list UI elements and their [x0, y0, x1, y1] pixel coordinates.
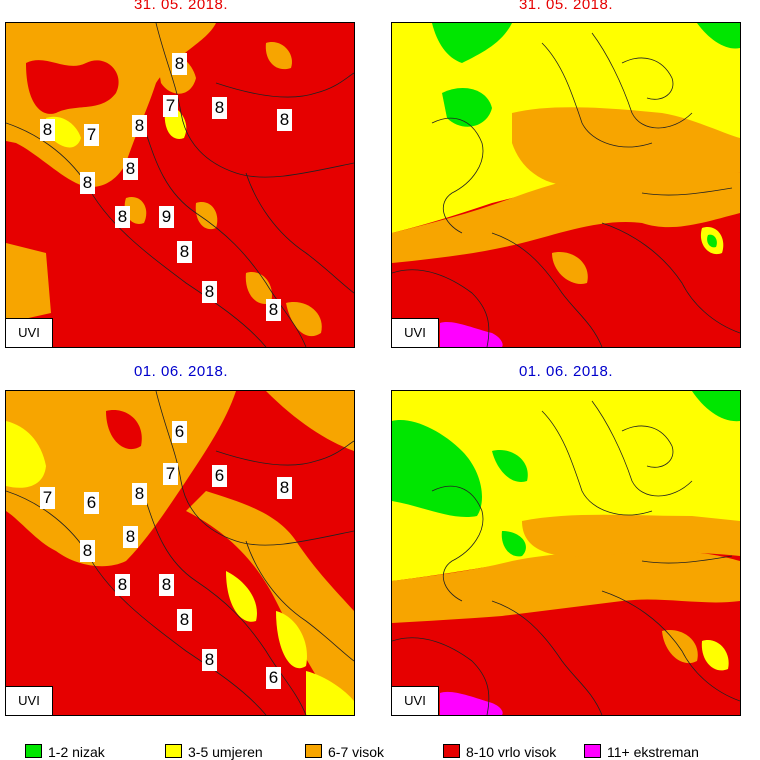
city-uv-value: 8 — [80, 540, 95, 562]
legend-label: 8-10 vrlo visok — [466, 744, 557, 760]
uv-map-europe-day2: UVI — [391, 390, 741, 716]
uvi-label: UVI — [392, 318, 439, 347]
legend-swatch — [165, 744, 182, 758]
city-uv-value: 8 — [159, 574, 174, 596]
city-uv-value: 8 — [177, 609, 192, 631]
city-uv-value: 8 — [277, 109, 292, 131]
city-uv-value: 8 — [212, 97, 227, 119]
city-uv-value: 8 — [277, 477, 292, 499]
legend-swatch — [25, 744, 42, 758]
city-uv-value: 8 — [202, 281, 217, 303]
city-uv-value: 8 — [40, 119, 55, 141]
legend-label: 3-5 umjeren — [188, 744, 263, 760]
legend-swatch — [443, 744, 460, 758]
city-uv-value: 7 — [163, 463, 178, 485]
city-uv-value: 9 — [159, 206, 174, 228]
city-uv-value: 8 — [132, 115, 147, 137]
uv-map-europe-day1: UVI — [391, 22, 741, 348]
legend-swatch — [584, 744, 601, 758]
legend-item-very-high: 8-10 vrlo visok — [443, 744, 556, 760]
legend-label: 6-7 visok — [328, 744, 385, 760]
city-uv-value: 6 — [266, 667, 281, 689]
map-shading — [392, 391, 740, 715]
city-uv-value: 7 — [40, 487, 55, 509]
uv-map-regional-day2: 6 7 6 8 7 6 8 8 8 8 8 8 8 6 UVI — [5, 390, 355, 716]
city-uv-value: 8 — [115, 574, 130, 596]
uvi-label: UVI — [6, 318, 53, 347]
map-shading — [392, 23, 740, 347]
city-uv-value: 8 — [115, 206, 130, 228]
city-uv-value: 6 — [172, 421, 187, 443]
city-uv-value: 8 — [177, 241, 192, 263]
city-uv-value: 8 — [266, 299, 281, 321]
city-uv-value: 6 — [212, 465, 227, 487]
city-uv-value: 7 — [163, 95, 178, 117]
legend-label: 11+ ekstreman — [607, 744, 699, 760]
city-uv-value: 8 — [123, 526, 138, 548]
city-uv-value: 6 — [84, 492, 99, 514]
city-uv-value: 8 — [132, 483, 147, 505]
city-uv-value: 7 — [84, 124, 99, 146]
legend-item-extreme: 11+ ekstreman — [584, 744, 699, 760]
city-uv-value: 8 — [172, 53, 187, 75]
map-shading — [6, 23, 354, 347]
panel-date: 01. 06. 2018. — [518, 363, 614, 380]
uvi-label: UVI — [392, 686, 439, 715]
legend-item-moderate: 3-5 umjeren — [165, 744, 263, 760]
city-uv-value: 8 — [80, 172, 95, 194]
panel-date: 31. 05. 2018. — [133, 0, 229, 13]
uv-legend: 1-2 nizak 3-5 umjeren 6-7 visok 8-10 vrl… — [0, 744, 760, 760]
legend-item-high: 6-7 visok — [305, 744, 384, 760]
uv-map-regional-day1: 8 7 8 8 8 7 8 8 8 8 9 8 8 8 UVI — [5, 22, 355, 348]
panel-date: 01. 06. 2018. — [133, 363, 229, 380]
legend-label: 1-2 nizak — [48, 744, 105, 760]
panel-date: 31. 05. 2018. — [518, 0, 614, 13]
city-uv-value: 8 — [202, 649, 217, 671]
legend-item-low: 1-2 nizak — [25, 744, 105, 760]
legend-swatch — [305, 744, 322, 758]
city-uv-value: 8 — [123, 158, 138, 180]
uvi-label: UVI — [6, 686, 53, 715]
